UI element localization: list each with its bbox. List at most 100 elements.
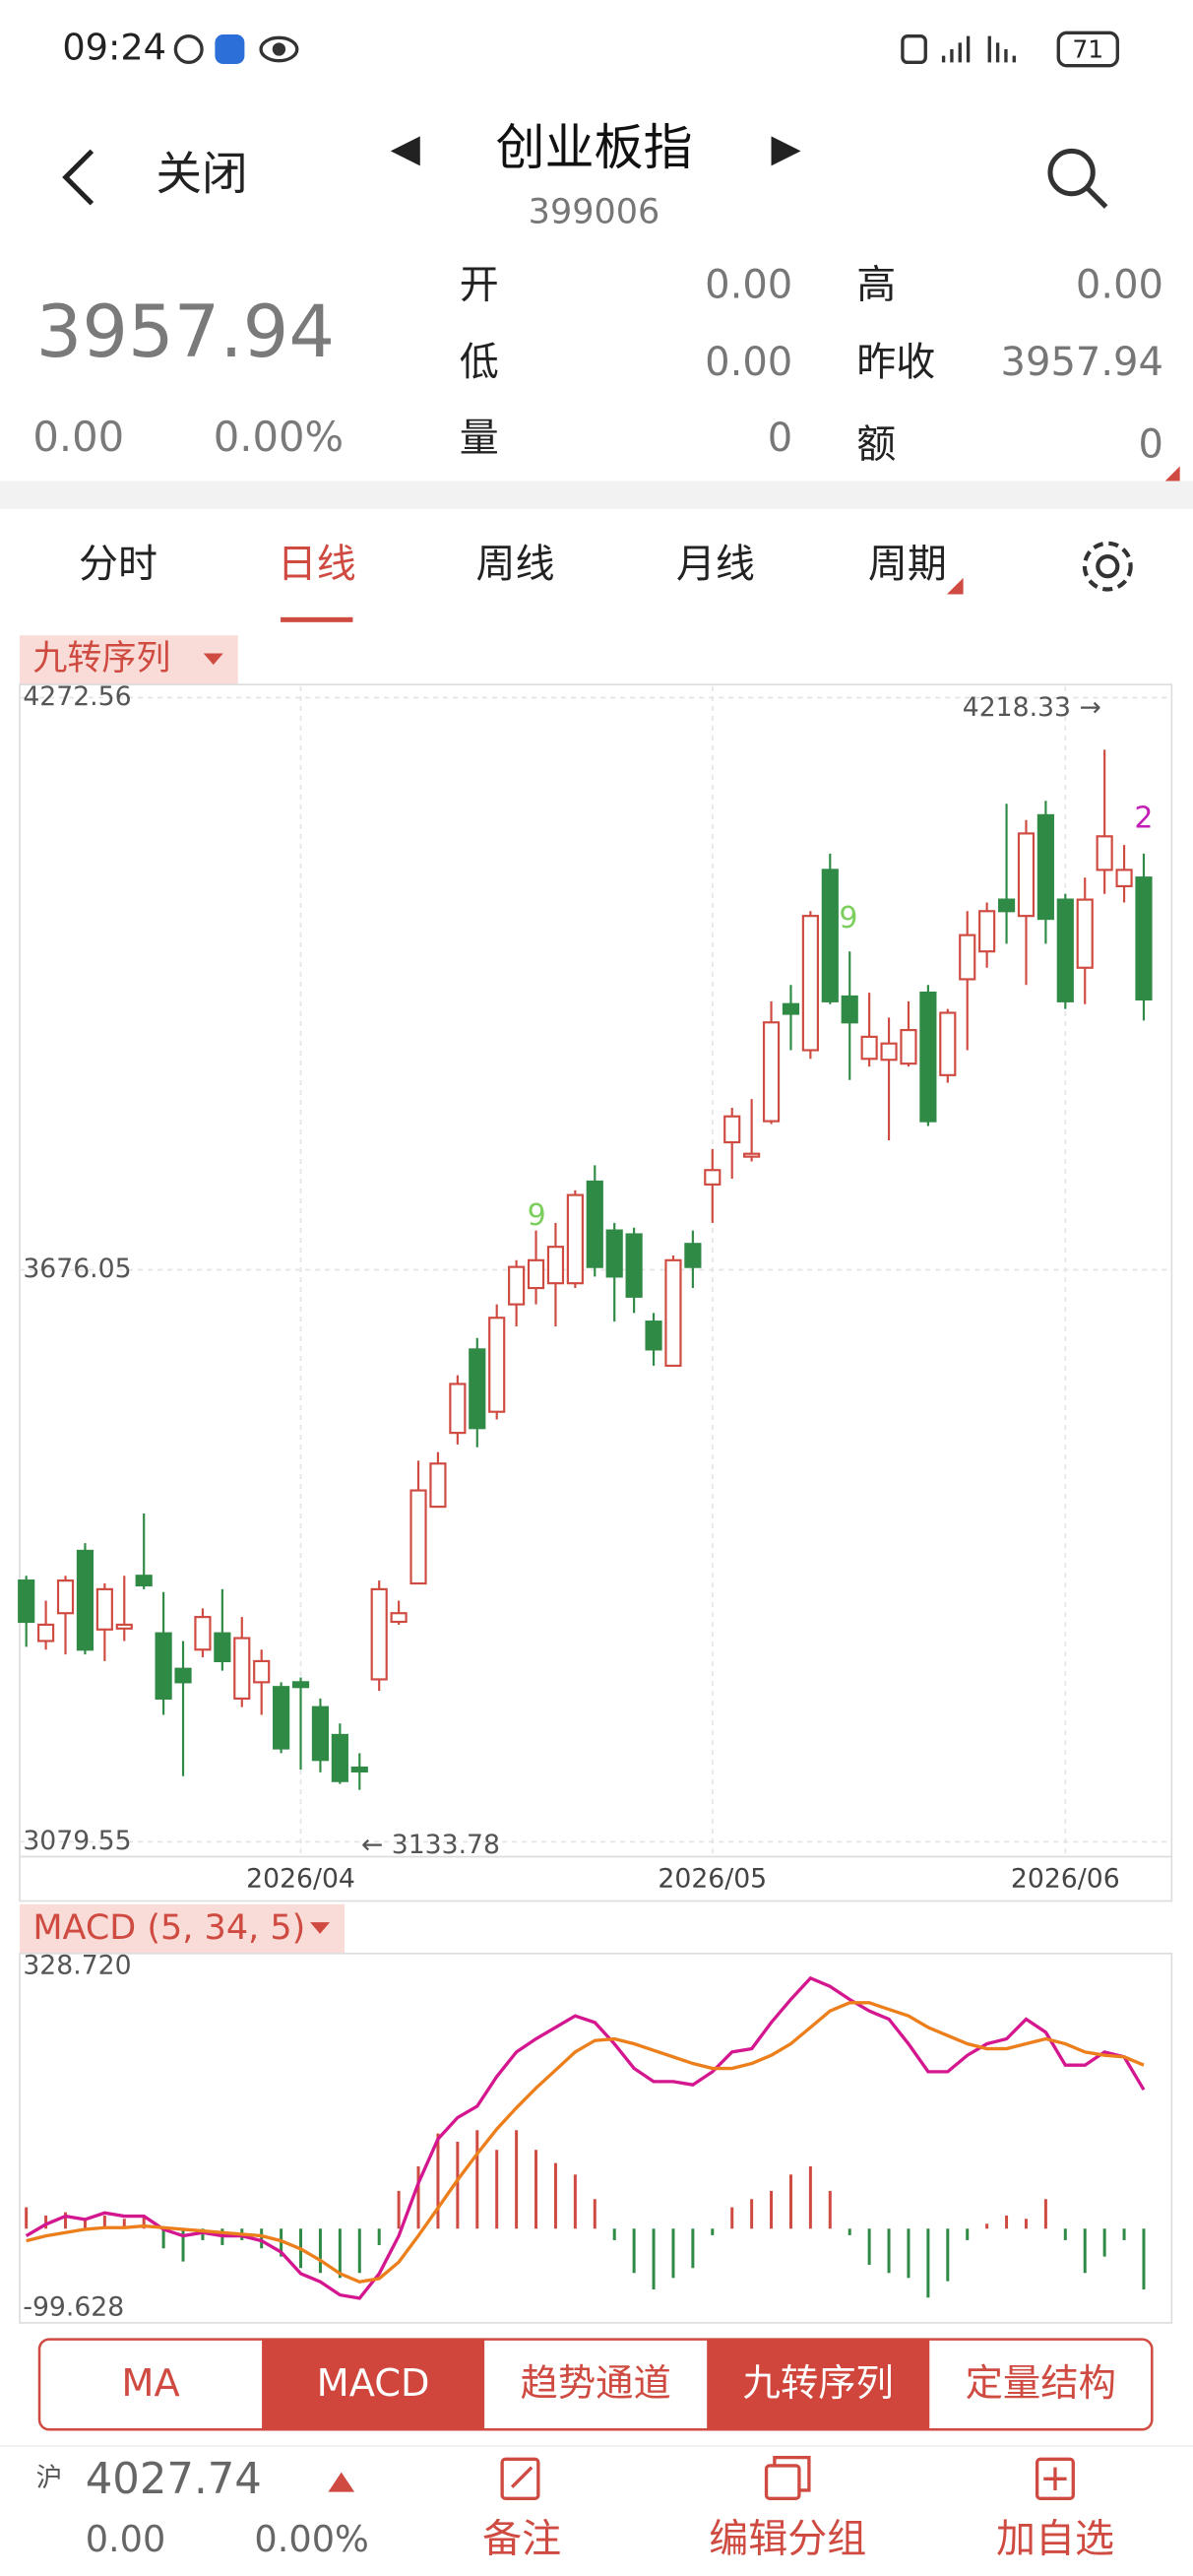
candle-body [978,910,996,953]
candle-body [56,1579,75,1615]
candle-body [18,1579,35,1624]
indicator-button[interactable]: MACD [317,2361,430,2406]
candle-body [743,1152,761,1158]
y-tick-label: 4272.56 [23,681,131,712]
note-icon[interactable] [500,2457,540,2500]
field-value: 3957.94 [1001,340,1163,385]
status-time: 09:24 [62,27,166,69]
indicator-tag[interactable] [20,635,238,685]
candle-body [645,1320,662,1351]
tab[interactable]: 周线 [475,542,554,587]
candle-body [1076,898,1094,969]
candle-body [95,1587,113,1631]
candle-body [409,1489,427,1585]
macd-title: MACD (5, 34, 5) [32,1908,305,1948]
field-label: 高 [856,263,896,308]
battery [1056,31,1119,68]
status-icons [173,34,1016,65]
macd-line [26,2001,1145,2284]
candle-body [1017,832,1036,918]
candle-body [841,995,858,1024]
footer-change-pct: 0.00% [254,2518,368,2560]
candle-body [1135,876,1153,1001]
y-tick-label: -99.628 [23,2291,124,2322]
market: 沪 [36,2463,63,2493]
candle-body [1056,898,1074,1002]
field-label: 昨收 [856,340,935,385]
index-title: 创业板指 [495,119,692,176]
button-active [262,2339,485,2430]
candle-body [801,915,819,1052]
close-button[interactable]: 关闭 [156,149,247,202]
indicator-button[interactable]: 趋势通道 [521,2361,671,2406]
last-price: 3957.94 [36,290,335,374]
indicator-button[interactable]: MA [121,2361,179,2406]
candle-body [546,1246,565,1285]
settings-icon[interactable] [1082,541,1133,592]
x-tick-label: 2026/04 [246,1863,355,1894]
field-label: 开 [460,263,499,308]
macd-line [25,1975,1146,2300]
candle-body [488,1317,506,1413]
tab-underline [281,616,353,622]
candle-body [880,1042,898,1062]
back-icon[interactable] [62,149,94,206]
button-active [707,2339,930,2430]
candle-body [625,1233,643,1298]
field-value: 0.00 [1076,263,1163,308]
footer-action[interactable]: 编辑分组 [709,2517,866,2562]
candle-body [959,934,976,981]
sequence-label: 9 [528,1198,546,1233]
corner-mark [1164,466,1180,482]
next-arrow[interactable] [771,136,801,166]
candle-body [76,1549,94,1651]
footer-action[interactable]: 加自选 [996,2517,1114,2562]
candle-body [429,1462,447,1509]
candle-body [605,1229,623,1278]
candle-body [997,898,1016,913]
candle-body [214,1632,231,1663]
dropdown-icon[interactable] [203,653,223,666]
candle-body [37,1623,55,1642]
candle-body [253,1659,271,1684]
tab[interactable]: 周期 [868,542,947,587]
candle-body [194,1616,212,1651]
dropdown-icon[interactable] [310,1922,331,1934]
candle-body [860,1035,878,1061]
tab[interactable]: 月线 [676,542,755,587]
indicator-tag[interactable] [20,1903,345,1954]
macd-panel [19,1953,1173,2324]
index-code: 399006 [529,193,660,232]
prev-arrow[interactable] [390,136,420,166]
tab[interactable]: 分时 [79,542,157,587]
candle-body [469,1348,486,1430]
y-tick-label: 3676.05 [23,1254,131,1284]
divider [0,481,1193,509]
field-label: 量 [460,416,499,461]
candle-body [586,1180,603,1268]
field-label: 额 [856,421,896,467]
candle-body [174,1667,192,1684]
candle-body [566,1193,584,1285]
candle-body [821,869,839,1002]
tab[interactable]: 日线 [278,542,356,587]
group-icon[interactable] [764,2455,811,2500]
candle-body [115,1623,133,1630]
candle-body [684,1243,702,1268]
indicator-button[interactable]: 九转序列 [743,2361,894,2406]
price-change: 0.00 [32,413,124,461]
candle-body [1096,835,1113,871]
search-icon[interactable] [1047,148,1108,209]
candle-body [350,1766,368,1773]
field-value: 0.00 [705,340,792,385]
footer-action[interactable]: 备注 [482,2517,561,2562]
indicator-button[interactable]: 定量结构 [966,2361,1116,2406]
y-tick-label: 328.720 [23,1951,131,1981]
candle-body [508,1265,526,1306]
corner-mark [946,577,964,595]
add-icon[interactable] [1035,2457,1075,2500]
candle-body [390,1612,408,1624]
sequence-label: 2 [1134,801,1153,835]
battery-level: 71 [1072,35,1103,64]
